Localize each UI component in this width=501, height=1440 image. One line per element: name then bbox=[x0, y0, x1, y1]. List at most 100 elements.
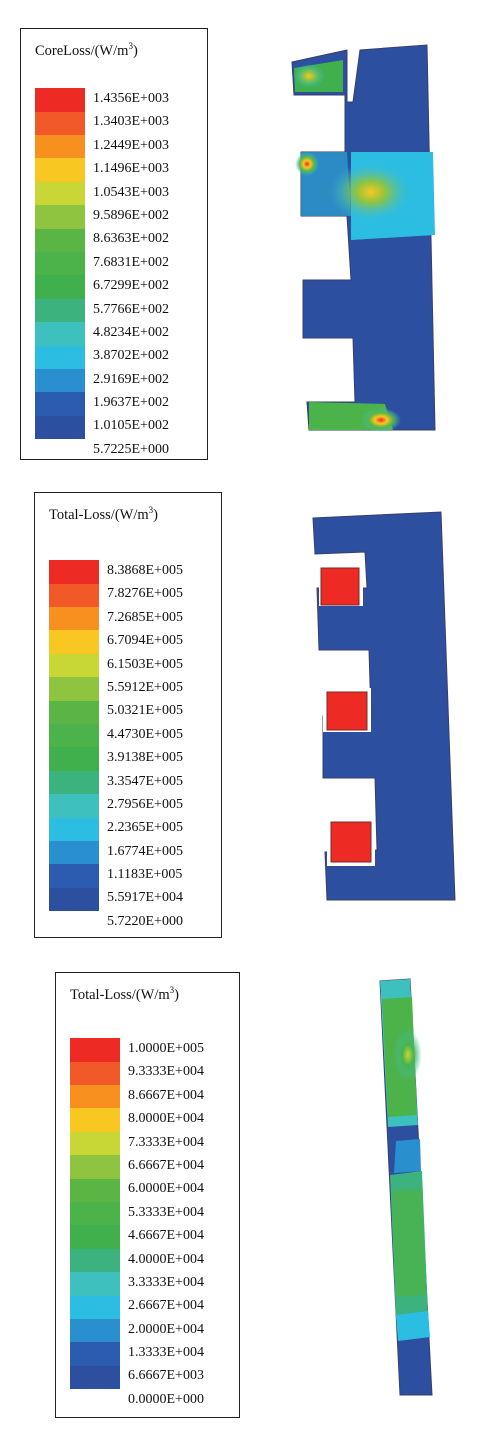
scale-swatch bbox=[70, 1365, 120, 1390]
scale-value: 1.0105E+002 bbox=[93, 418, 169, 434]
scale-value: 5.5912E+005 bbox=[107, 679, 183, 695]
scale-swatch bbox=[49, 864, 99, 888]
stator-with-windings bbox=[312, 511, 456, 901]
scale-value: 1.6774E+005 bbox=[107, 843, 183, 859]
scale-swatch bbox=[49, 747, 99, 771]
scale-value: 1.3403E+003 bbox=[93, 114, 169, 130]
scale-swatch bbox=[49, 607, 99, 631]
scale-value: 1.0000E+005 bbox=[128, 1041, 204, 1056]
scale-swatch bbox=[35, 135, 85, 159]
scale-value: 4.6667E+004 bbox=[128, 1228, 204, 1244]
scale-swatch bbox=[35, 158, 85, 182]
scale-value: 5.0321E+005 bbox=[107, 703, 183, 719]
scale-swatch bbox=[49, 700, 99, 725]
core-loss-legend: CoreLoss/(W/m3) 1.4356E+003 1.3403E+003 … bbox=[20, 28, 208, 460]
scale-swatch bbox=[70, 1108, 120, 1132]
scale-value: 9.3333E+004 bbox=[128, 1064, 204, 1080]
scale-value: 1.3333E+004 bbox=[128, 1345, 204, 1361]
scale-value: 1.1496E+003 bbox=[93, 161, 169, 177]
scale-value: 1.0543E+003 bbox=[93, 184, 169, 200]
scale-value: 5.7766E+002 bbox=[93, 301, 169, 317]
scale-swatch bbox=[49, 630, 99, 654]
legend-title: Total-Loss/(W/m3) bbox=[49, 505, 159, 523]
total-loss-panel-1: Total-Loss/(W/m3) 8.3868E+005 7.8276E+00… bbox=[0, 480, 501, 950]
scale-value: 7.6831E+002 bbox=[93, 254, 169, 270]
scale-swatch bbox=[70, 1178, 120, 1203]
scale-value: 6.6667E+003 bbox=[128, 1368, 204, 1384]
total-loss-panel-2: Total-Loss/(W/m3) 1.0000E+005 9.3333E+00… bbox=[0, 960, 501, 1440]
scale-value: 1.1183E+005 bbox=[107, 867, 183, 883]
scale-swatch bbox=[70, 1085, 120, 1109]
scale-value: 6.7094E+005 bbox=[107, 633, 183, 649]
scale-swatch bbox=[70, 1202, 120, 1226]
scale-value: 1.2449E+003 bbox=[93, 137, 169, 153]
scale-value: 8.0000E+004 bbox=[128, 1111, 204, 1127]
scale-swatch bbox=[70, 1038, 120, 1062]
scale-swatch bbox=[70, 1061, 120, 1086]
scale-swatch bbox=[35, 298, 85, 323]
scale-swatch bbox=[35, 88, 85, 112]
scale-swatch bbox=[35, 111, 85, 136]
scale-swatch bbox=[49, 841, 99, 865]
scale-swatch bbox=[49, 653, 99, 678]
scale-value: 3.3333E+004 bbox=[128, 1274, 204, 1290]
scale-swatch bbox=[49, 817, 99, 841]
scale-swatch bbox=[35, 252, 85, 276]
scale-swatch bbox=[49, 677, 99, 701]
scale-swatch bbox=[70, 1155, 120, 1179]
scale-value: 6.1503E+005 bbox=[107, 656, 183, 672]
scale-value: 3.9138E+005 bbox=[107, 750, 183, 766]
scale-value: 1.9637E+002 bbox=[93, 395, 169, 411]
scale-swatch bbox=[49, 583, 99, 608]
scale-swatch bbox=[35, 228, 85, 253]
scale-swatch bbox=[70, 1131, 120, 1156]
scale-value: 2.9169E+002 bbox=[93, 371, 169, 387]
scale-value: 6.7299E+002 bbox=[93, 278, 169, 294]
total-loss-legend-2: Total-Loss/(W/m3) 1.0000E+005 9.3333E+00… bbox=[55, 972, 240, 1418]
scale-value: 5.7220E+000 bbox=[107, 913, 183, 929]
scale-value: 0.0000E+000 bbox=[128, 1391, 204, 1407]
scale-swatch bbox=[35, 322, 85, 346]
scale-value: 7.3333E+004 bbox=[128, 1134, 204, 1150]
scale-swatch bbox=[35, 205, 85, 229]
scale-value: 2.0000E+004 bbox=[128, 1321, 204, 1337]
scale-swatch bbox=[35, 275, 85, 299]
stator-core-contour bbox=[291, 44, 436, 432]
scale-swatch bbox=[70, 1225, 120, 1249]
scale-value: 4.4730E+005 bbox=[107, 726, 183, 742]
scale-value: 3.3547E+005 bbox=[107, 773, 183, 789]
scale-value: 5.3333E+004 bbox=[128, 1204, 204, 1220]
legend-title: Total-Loss/(W/m3) bbox=[70, 985, 180, 1003]
scale-value: 5.7225E+000 bbox=[93, 441, 169, 457]
scale-value: 2.7956E+005 bbox=[107, 796, 183, 812]
scale-value: 7.8276E+005 bbox=[107, 586, 183, 602]
scale-value: 2.6667E+004 bbox=[128, 1298, 204, 1314]
scale-swatch bbox=[70, 1248, 120, 1273]
scale-swatch bbox=[35, 345, 85, 369]
scale-value: 6.0000E+004 bbox=[128, 1181, 204, 1197]
scale-swatch bbox=[70, 1319, 120, 1343]
scale-swatch bbox=[35, 392, 85, 416]
scale-value: 6.6667E+004 bbox=[128, 1157, 204, 1173]
scale-swatch bbox=[70, 1272, 120, 1296]
scale-value: 2.2365E+005 bbox=[107, 820, 183, 836]
scale-value: 8.6667E+004 bbox=[128, 1087, 204, 1103]
core-loss-panel: CoreLoss/(W/m3) 1.4356E+003 1.3403E+003 … bbox=[0, 0, 501, 470]
scale-swatch bbox=[35, 181, 85, 206]
scale-value: 9.5896E+002 bbox=[93, 207, 169, 223]
scale-value: 4.8234E+002 bbox=[93, 324, 169, 340]
scale-swatch bbox=[49, 887, 99, 912]
scale-swatch bbox=[70, 1295, 120, 1319]
stator-yoke-contour bbox=[379, 978, 433, 1396]
scale-value: 1.4356E+003 bbox=[93, 91, 169, 106]
scale-value: 5.5917E+004 bbox=[107, 890, 183, 906]
scale-swatch bbox=[49, 724, 99, 748]
scale-value: 4.0000E+004 bbox=[128, 1251, 204, 1267]
total-loss-legend-1: Total-Loss/(W/m3) 8.3868E+005 7.8276E+00… bbox=[34, 492, 222, 938]
scale-swatch bbox=[70, 1342, 120, 1366]
scale-value: 8.6363E+002 bbox=[93, 231, 169, 247]
scale-value: 8.3868E+005 bbox=[107, 563, 183, 578]
scale-swatch bbox=[35, 415, 85, 440]
scale-value: 3.8702E+002 bbox=[93, 348, 169, 364]
scale-value: 7.2685E+005 bbox=[107, 609, 183, 625]
